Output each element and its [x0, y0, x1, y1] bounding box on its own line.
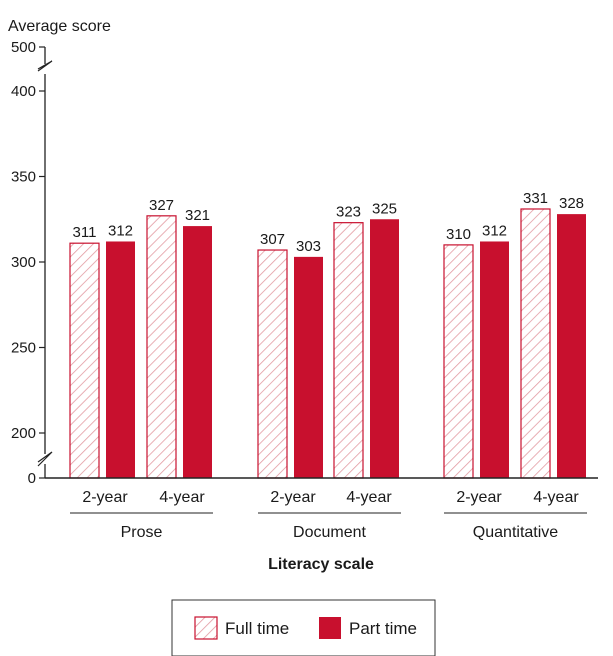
y-axis-break-bottom: [37, 451, 53, 467]
y-tick-label: 200: [11, 425, 36, 442]
bar-value-label: 310: [446, 226, 471, 243]
group-label: Prose: [121, 524, 163, 541]
bar-value-label: 328: [559, 195, 584, 212]
bar-full-time: [333, 222, 364, 479]
bar-full-time: [520, 208, 551, 479]
legend-swatch-part-time: [319, 617, 341, 639]
bar-value-label: 325: [372, 200, 397, 217]
y-tick-label: 300: [11, 254, 36, 271]
x-axis: 2-year 4-year 2-year 4-year 2-year 4-year Pros…: [45, 477, 598, 541]
legend: Full time Part time: [171, 599, 436, 656]
bar-part-time: [183, 226, 212, 478]
bar-part-time: [557, 214, 586, 478]
bar-full-time: [69, 242, 100, 479]
category-label: 2-year: [456, 489, 502, 506]
bar-value-label: 312: [108, 222, 133, 239]
bar-value-label: 311: [73, 224, 97, 241]
bar-value-label: 321: [185, 207, 210, 224]
y-tick-label: 250: [11, 340, 36, 357]
category-label: 2-year: [82, 489, 128, 506]
bar-value-label: 303: [296, 238, 321, 255]
bar-part-time: [294, 256, 323, 478]
legend-label: Part time: [349, 619, 417, 638]
y-tick-label: 0: [28, 470, 36, 487]
group-label: Quantitative: [473, 524, 558, 541]
y-tick-label: 500: [11, 39, 36, 56]
bar-full-time: [257, 249, 288, 479]
category-label: 4-year: [533, 489, 579, 506]
category-label: 4-year: [346, 489, 392, 506]
bar-value-label: 307: [260, 231, 285, 248]
legend-label: Full time: [225, 619, 289, 638]
bar-value-label: 323: [336, 204, 361, 221]
bar-part-time: [370, 219, 399, 478]
category-label: 4-year: [159, 489, 205, 506]
y-tick-label: 350: [11, 169, 36, 186]
y-tick-label: 400: [11, 83, 36, 100]
category-label: 2-year: [270, 489, 316, 506]
y-axis-break-top: [37, 60, 53, 72]
bar-value-label: 312: [482, 222, 507, 239]
legend-swatch-full-time: [194, 616, 218, 640]
bars: 311 312 327 321 307 303 323 325 310 312 331 328: [69, 190, 586, 479]
bar-value-label: 327: [149, 197, 174, 214]
bar-part-time: [480, 241, 509, 478]
bar-part-time: [106, 241, 135, 478]
bar-value-label: 331: [523, 190, 548, 207]
group-label: Document: [293, 524, 366, 541]
x-axis-title: Literacy scale: [268, 556, 374, 573]
y-axis-title: Average score: [8, 18, 111, 35]
y-axis: 0 200 250 300 350 400 500: [11, 39, 53, 487]
bar-full-time: [443, 244, 474, 479]
bar-full-time: [146, 215, 177, 479]
